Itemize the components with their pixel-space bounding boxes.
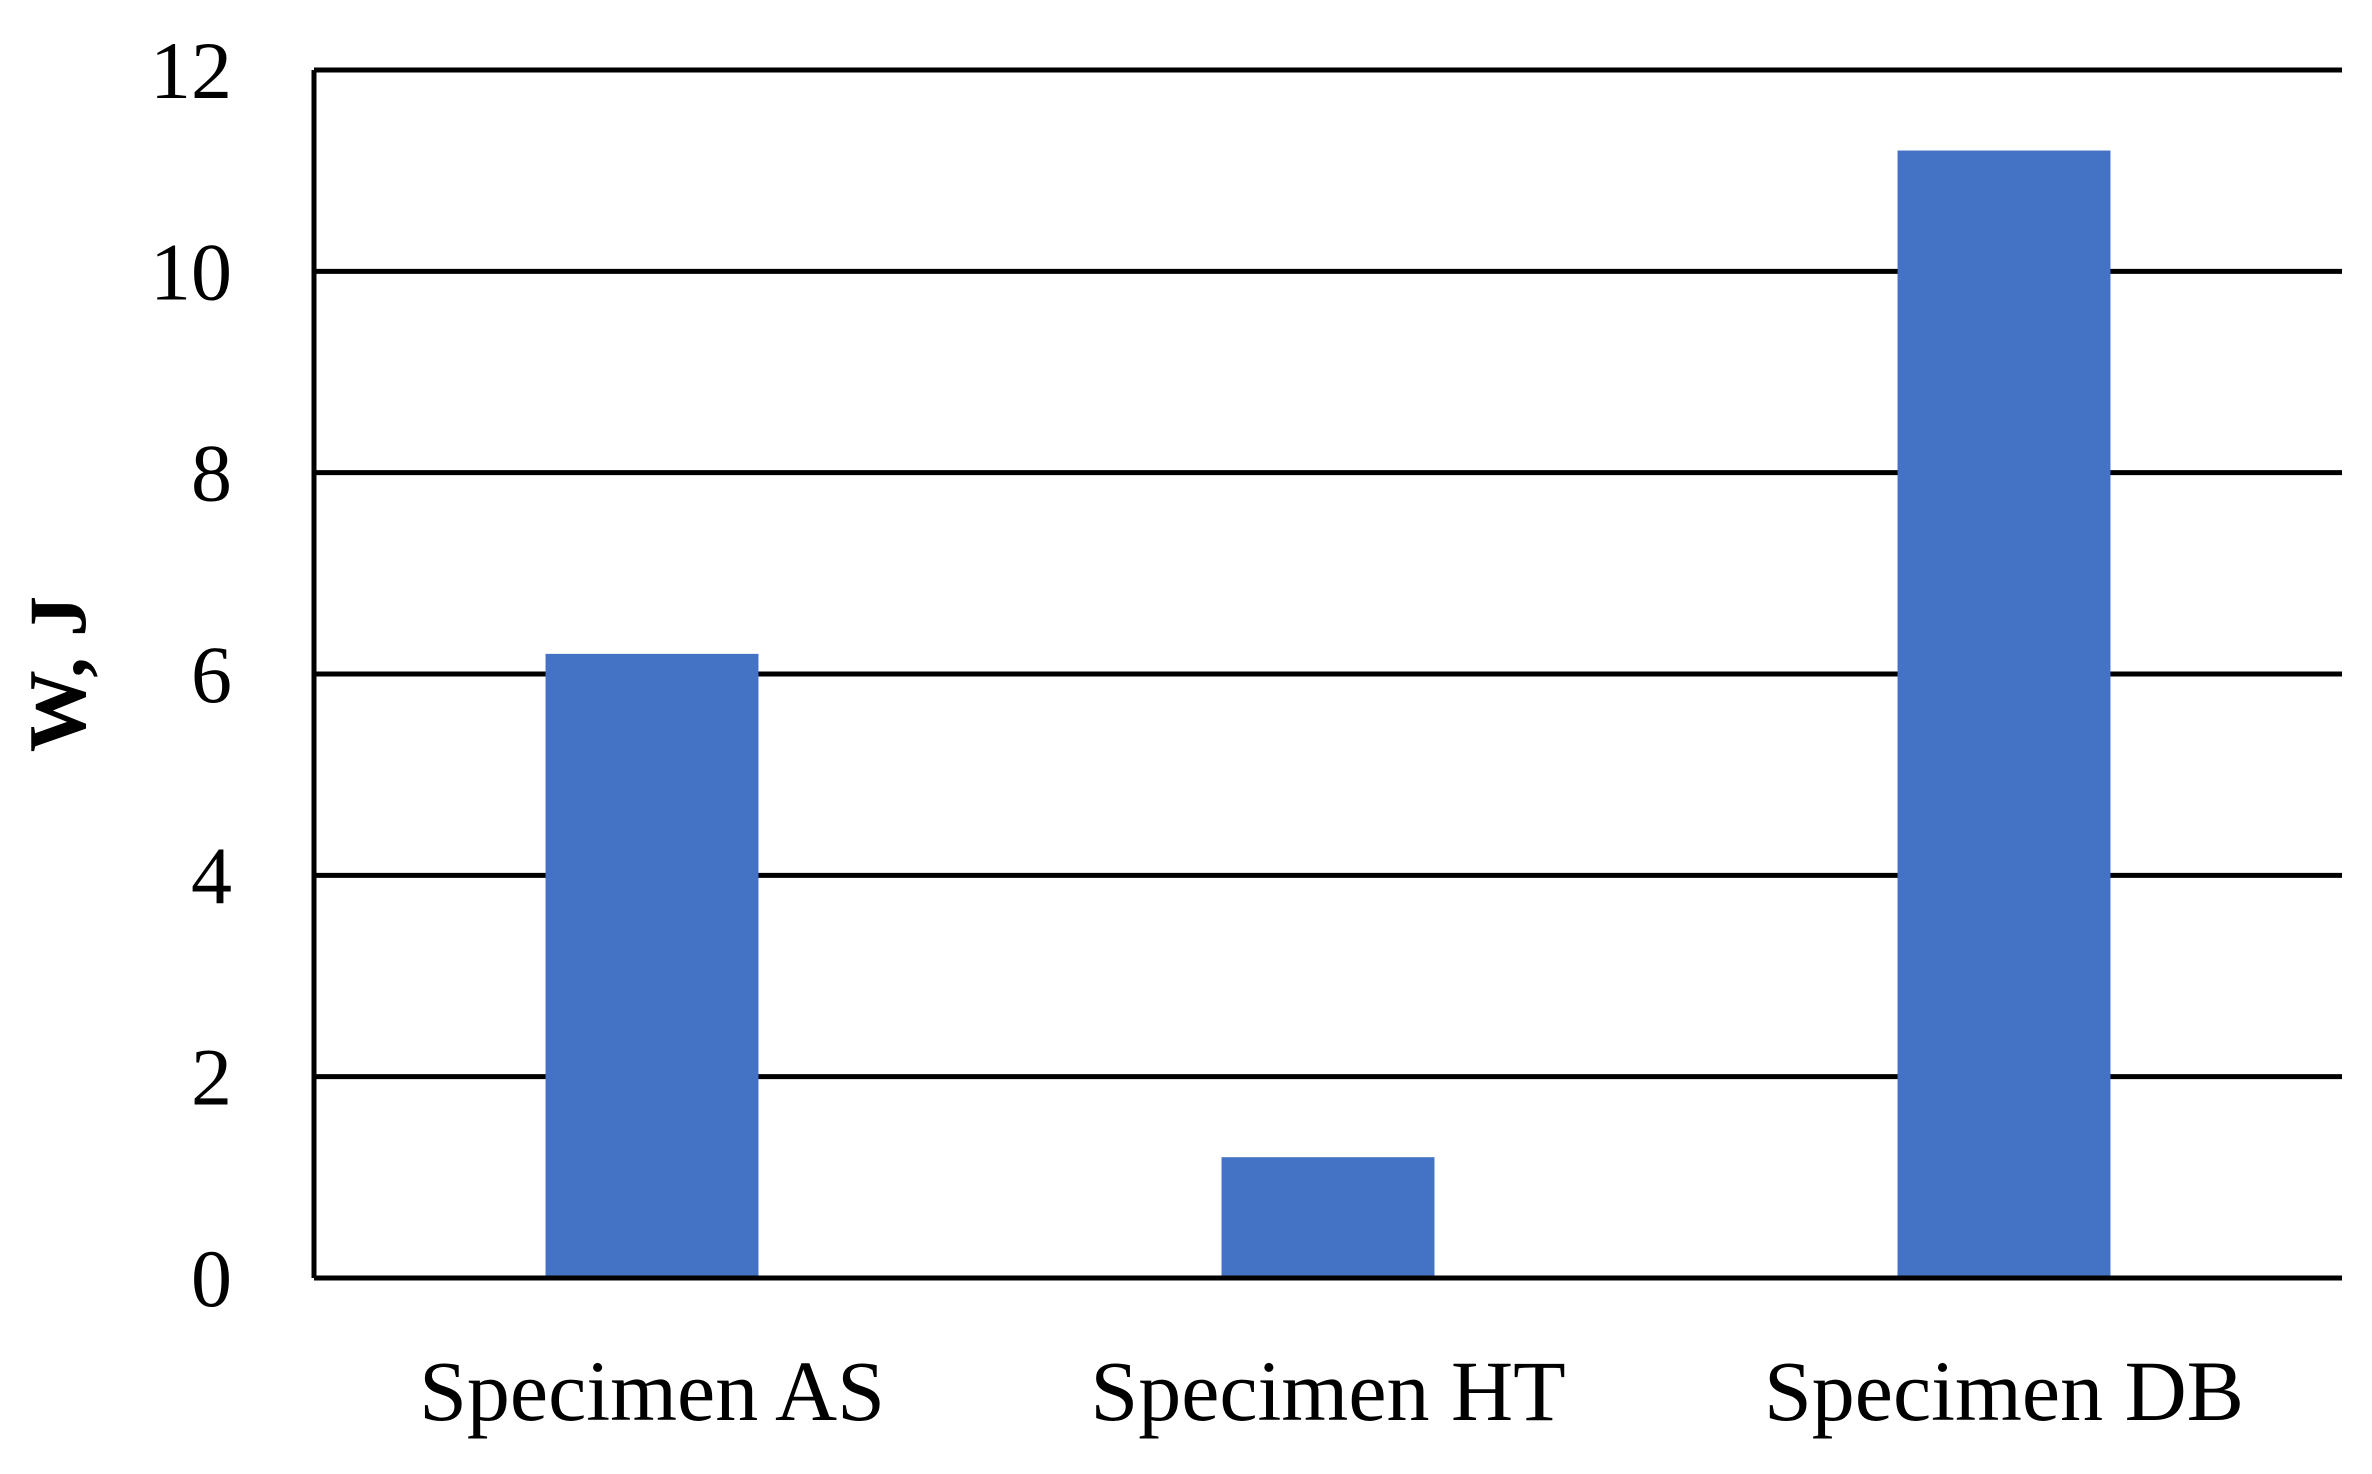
y-tick-labels: 0 2 4 6 8 10 12: [150, 25, 232, 1324]
y-axis-title: W, J: [12, 596, 103, 752]
bar-specimen-as: [545, 653, 759, 1278]
x-category-labels: Specimen AS Specimen HT Specimen DB: [419, 1343, 2244, 1439]
axes: [311, 67, 2342, 1281]
bar-specimen-db: [1897, 150, 2111, 1279]
x-category-label: Specimen HT: [1090, 1343, 1565, 1439]
y-tick-label: 10: [150, 226, 232, 317]
bar-specimen-ht: [1221, 1157, 1435, 1278]
x-category-label: Specimen AS: [419, 1343, 885, 1439]
y-tick-label: 8: [191, 428, 232, 519]
x-category-label: Specimen DB: [1764, 1343, 2244, 1439]
y-tick-label: 0: [191, 1233, 232, 1324]
y-tick-label: 12: [150, 25, 232, 116]
y-tick-label: 4: [191, 830, 232, 921]
y-tick-label: 6: [191, 629, 232, 720]
y-tick-label: 2: [191, 1032, 232, 1123]
bars: [545, 150, 2111, 1279]
